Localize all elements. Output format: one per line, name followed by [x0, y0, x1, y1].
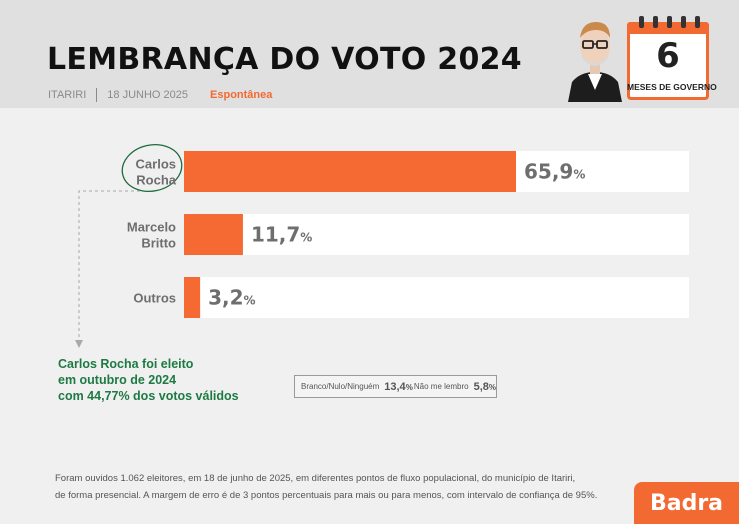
value-label: 11,7% — [251, 223, 312, 247]
brand-logo: Badra — [634, 482, 739, 524]
footnote-line: de forma presencial. A margem de erro é … — [55, 490, 598, 501]
bar-track — [184, 277, 689, 318]
highlight-circle — [121, 144, 183, 192]
calendar-number: 6 — [656, 36, 680, 76]
value-label: 3,2% — [208, 286, 255, 310]
dont-remember-value: 5,8% — [473, 380, 496, 393]
header-band: LEMBRANÇA DO VOTO 2024 ITARIRI 18 JUNHO … — [0, 0, 739, 108]
bar-track — [184, 214, 689, 255]
date-label: 18 JUNHO 2025 — [107, 89, 189, 101]
bars-group: Carlos Rocha 65,9% Marcelo Britto 11,7% Outros… — [127, 151, 689, 318]
subtitle-line: ITARIRI 18 JUNHO 2025 Espontânea — [48, 88, 272, 102]
category-label: Carlos Rocha — [136, 157, 177, 188]
note-line: em outubro de 2024 — [58, 373, 177, 387]
category-label: Outros — [133, 291, 176, 306]
footnote-line: Foram ouvidos 1.062 eleitores, em 18 de … — [55, 473, 576, 484]
callout-arrow-icon — [75, 340, 83, 348]
dont-remember-label: Não me lembro — [413, 382, 469, 391]
page-title: LEMBRANÇA DO VOTO 2024 — [47, 42, 522, 77]
blank-null-value: 13,4% — [384, 380, 413, 393]
callout-dashed-line — [78, 190, 140, 342]
election-note: Carlos Rocha foi eleito em outubro de 20… — [58, 356, 258, 404]
value-label: 65,9% — [524, 160, 585, 184]
methodology-footnote: Foram ouvidos 1.062 eleitores, em 18 de … — [55, 470, 615, 504]
note-line: com 44,77% dos votos válidos — [58, 389, 239, 403]
category-label: Marcelo Britto — [127, 220, 176, 251]
calendar-label: MESES DE GOVERNO — [627, 82, 717, 92]
calendar-icon: 6 MESES DE GOVERNO — [627, 16, 717, 100]
blank-null-label: Branco/Nulo/Ninguém — [301, 382, 380, 391]
bar — [184, 151, 516, 192]
other-answers-box: Branco/Nulo/Ninguém 13,4% Não me lembro … — [294, 375, 497, 398]
mayor-portrait-icon — [568, 22, 622, 102]
city-label: ITARIRI — [48, 89, 87, 101]
bar — [184, 214, 243, 255]
separator — [96, 88, 98, 102]
bar — [184, 277, 201, 318]
note-line: Carlos Rocha foi eleito — [58, 357, 194, 371]
survey-mode-label: Espontânea — [210, 89, 273, 101]
